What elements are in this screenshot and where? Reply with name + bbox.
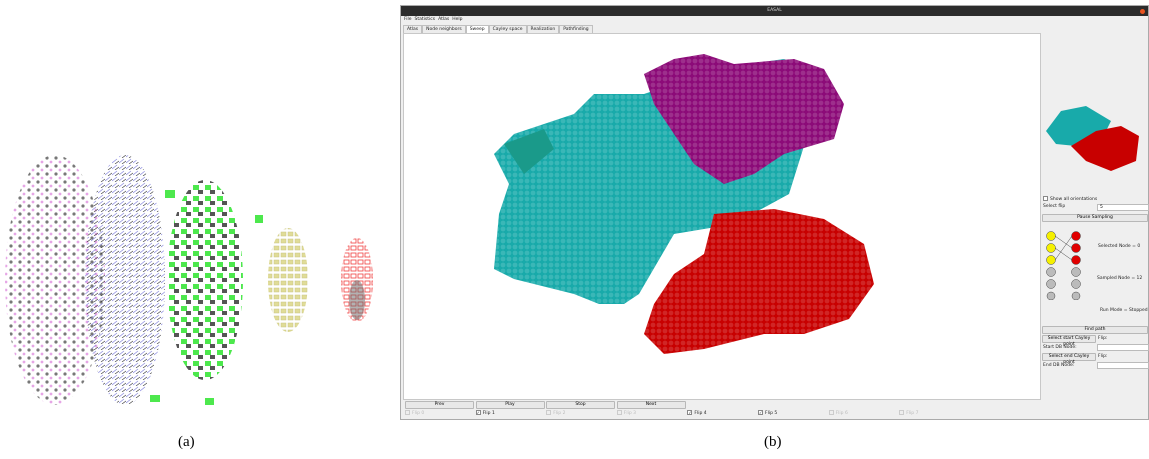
flip-checkbox[interactable]: Flip 3 bbox=[617, 410, 636, 416]
menu-item[interactable]: Help bbox=[452, 17, 462, 22]
checkbox bbox=[405, 410, 410, 415]
flip-checkbox[interactable]: ✓Flip 5 bbox=[758, 410, 777, 416]
tab[interactable]: Atlas bbox=[403, 25, 422, 33]
control-button[interactable]: Play bbox=[476, 401, 545, 409]
tab[interactable]: Sweep bbox=[466, 25, 489, 33]
tab[interactable]: Cayley space bbox=[489, 25, 527, 33]
panel-a-render bbox=[0, 140, 390, 430]
select-flip-label: Select flip bbox=[1043, 204, 1065, 209]
close-button[interactable] bbox=[1140, 9, 1145, 14]
dropdown-value: 5 bbox=[1100, 205, 1103, 210]
checkbox-label: Flip 1 bbox=[483, 411, 495, 416]
checkbox bbox=[899, 410, 904, 415]
checkbox-label: Flip 2 bbox=[553, 411, 565, 416]
checkbox-label: Show all orientations bbox=[1050, 197, 1097, 202]
title-bar: EASAL bbox=[401, 6, 1148, 16]
tab[interactable]: Pathfinding bbox=[559, 25, 592, 33]
flip-checkbox[interactable]: Flip 6 bbox=[829, 410, 848, 416]
checkbox-label: Flip 7 bbox=[906, 411, 918, 416]
tab[interactable]: Realization bbox=[527, 25, 560, 33]
checkbox: ✓ bbox=[476, 410, 481, 415]
checkbox-label: Flip 4 bbox=[694, 411, 706, 416]
control-button[interactable]: Prev bbox=[405, 401, 474, 409]
checkbox bbox=[829, 410, 834, 415]
checkbox-label: Flip 3 bbox=[624, 411, 636, 416]
pause-button[interactable]: Pause Sampling bbox=[1042, 214, 1148, 222]
start-cayley-button[interactable]: Select start Cayley point bbox=[1042, 335, 1096, 343]
checkbox: ✓ bbox=[687, 410, 692, 415]
select-flip-dropdown[interactable]: 5 bbox=[1097, 204, 1149, 211]
control-button[interactable]: Stop bbox=[546, 401, 615, 409]
find-path-button[interactable]: Find path bbox=[1042, 326, 1148, 334]
menu-item[interactable]: Statistics bbox=[415, 17, 436, 22]
node-diagram bbox=[1043, 228, 1093, 300]
end-db-dropdown[interactable] bbox=[1097, 362, 1149, 369]
run-mode: Run Mode = Stopped bbox=[1100, 308, 1148, 313]
checkbox-label: Flip 0 bbox=[412, 411, 424, 416]
end-cayley-button[interactable]: Select end Cayley point bbox=[1042, 353, 1096, 361]
start-db-dropdown[interactable] bbox=[1097, 344, 1149, 351]
show-orientations-checkbox[interactable]: Show all orientations bbox=[1043, 196, 1097, 202]
checkbox bbox=[546, 410, 551, 415]
sweep-view bbox=[403, 33, 1041, 400]
flip-checkbox[interactable]: ✓Flip 1 bbox=[476, 410, 495, 416]
flip-checkbox[interactable]: Flip 2 bbox=[546, 410, 565, 416]
checkbox-label: Flip 6 bbox=[836, 411, 848, 416]
figure: (a) EASAL FileStatisticsAtlasHelp AtlasN… bbox=[0, 0, 1149, 459]
flip-checkbox[interactable]: Flip 7 bbox=[899, 410, 918, 416]
control-button[interactable]: Next bbox=[617, 401, 686, 409]
end-flip-label: Flip: bbox=[1098, 354, 1107, 359]
flip-checkbox[interactable]: Flip 0 bbox=[405, 410, 424, 416]
point-clusters bbox=[5, 155, 373, 405]
caption: (a) bbox=[178, 434, 195, 451]
preview-render bbox=[1041, 36, 1147, 196]
checkbox-label: Flip 5 bbox=[765, 411, 777, 416]
menu-item[interactable]: File bbox=[404, 17, 412, 22]
checkbox bbox=[617, 410, 622, 415]
start-db-label: Start DB Node: bbox=[1043, 345, 1077, 350]
menu-item[interactable]: Atlas bbox=[438, 17, 449, 22]
page: (a) EASAL FileStatisticsAtlasHelp AtlasN… bbox=[0, 0, 1149, 459]
start-flip-label: Flip: bbox=[1098, 336, 1107, 341]
sampled-node: Sampled Node = 12 bbox=[1097, 276, 1142, 281]
tab[interactable]: Node neighbors bbox=[422, 25, 466, 33]
selected-node: Selected Node = 0 bbox=[1098, 244, 1140, 249]
checkbox: ✓ bbox=[758, 410, 763, 415]
flip-checkbox[interactable]: ✓Flip 4 bbox=[687, 410, 706, 416]
end-db-label: End DB Node: bbox=[1043, 363, 1074, 368]
caption: (b) bbox=[764, 434, 782, 451]
window-title: EASAL bbox=[767, 8, 781, 13]
